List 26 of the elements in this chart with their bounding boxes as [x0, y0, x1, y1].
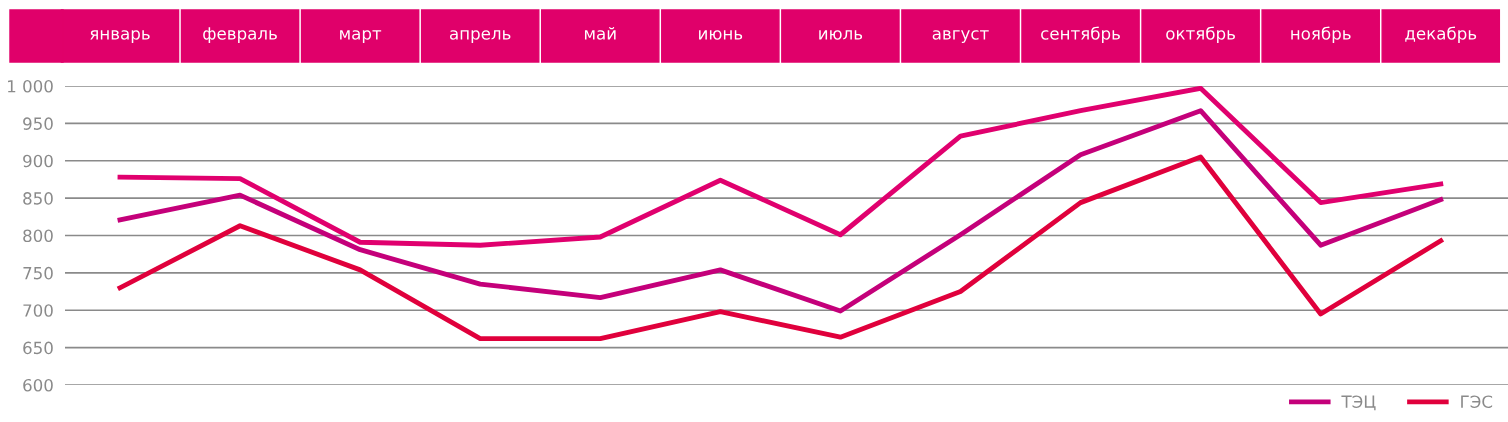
line-series: [117, 154, 1444, 342]
x-tick-label: февраль: [203, 27, 277, 43]
y-tick-label: 900: [23, 154, 53, 168]
x-tick-label: май: [584, 26, 616, 40]
y-tick-label: 850: [23, 192, 53, 205]
y-tick-label: 800: [23, 229, 53, 243]
x-tick-label: апрель: [449, 30, 511, 43]
x-tick-label: декабрь: [1405, 26, 1477, 43]
x-tick-label: январь: [90, 30, 150, 43]
x-tick-label: июль: [819, 30, 863, 40]
y-tick-label: 950: [23, 117, 53, 130]
x-tick-label: ноябрь: [1291, 26, 1351, 43]
y-tick-label: 600: [23, 378, 53, 392]
legend-label: ГЭС: [1461, 395, 1493, 408]
y-tick-label: 700: [23, 304, 53, 317]
x-tick-label: август: [932, 30, 989, 43]
x-tick-label: март: [340, 30, 382, 43]
y-tick-label: 750: [23, 266, 53, 280]
legend-label: ТЭЦ: [1341, 395, 1376, 411]
line-series: [117, 86, 1444, 248]
y-tick-label: 1 000: [8, 79, 53, 93]
y-tick-label: 650: [23, 341, 53, 355]
x-tick-label: июнь: [699, 30, 743, 40]
x-tick-label: сентябрь: [1041, 26, 1120, 43]
x-tick-label: октябрь: [1166, 26, 1235, 43]
line-series: [117, 108, 1444, 314]
